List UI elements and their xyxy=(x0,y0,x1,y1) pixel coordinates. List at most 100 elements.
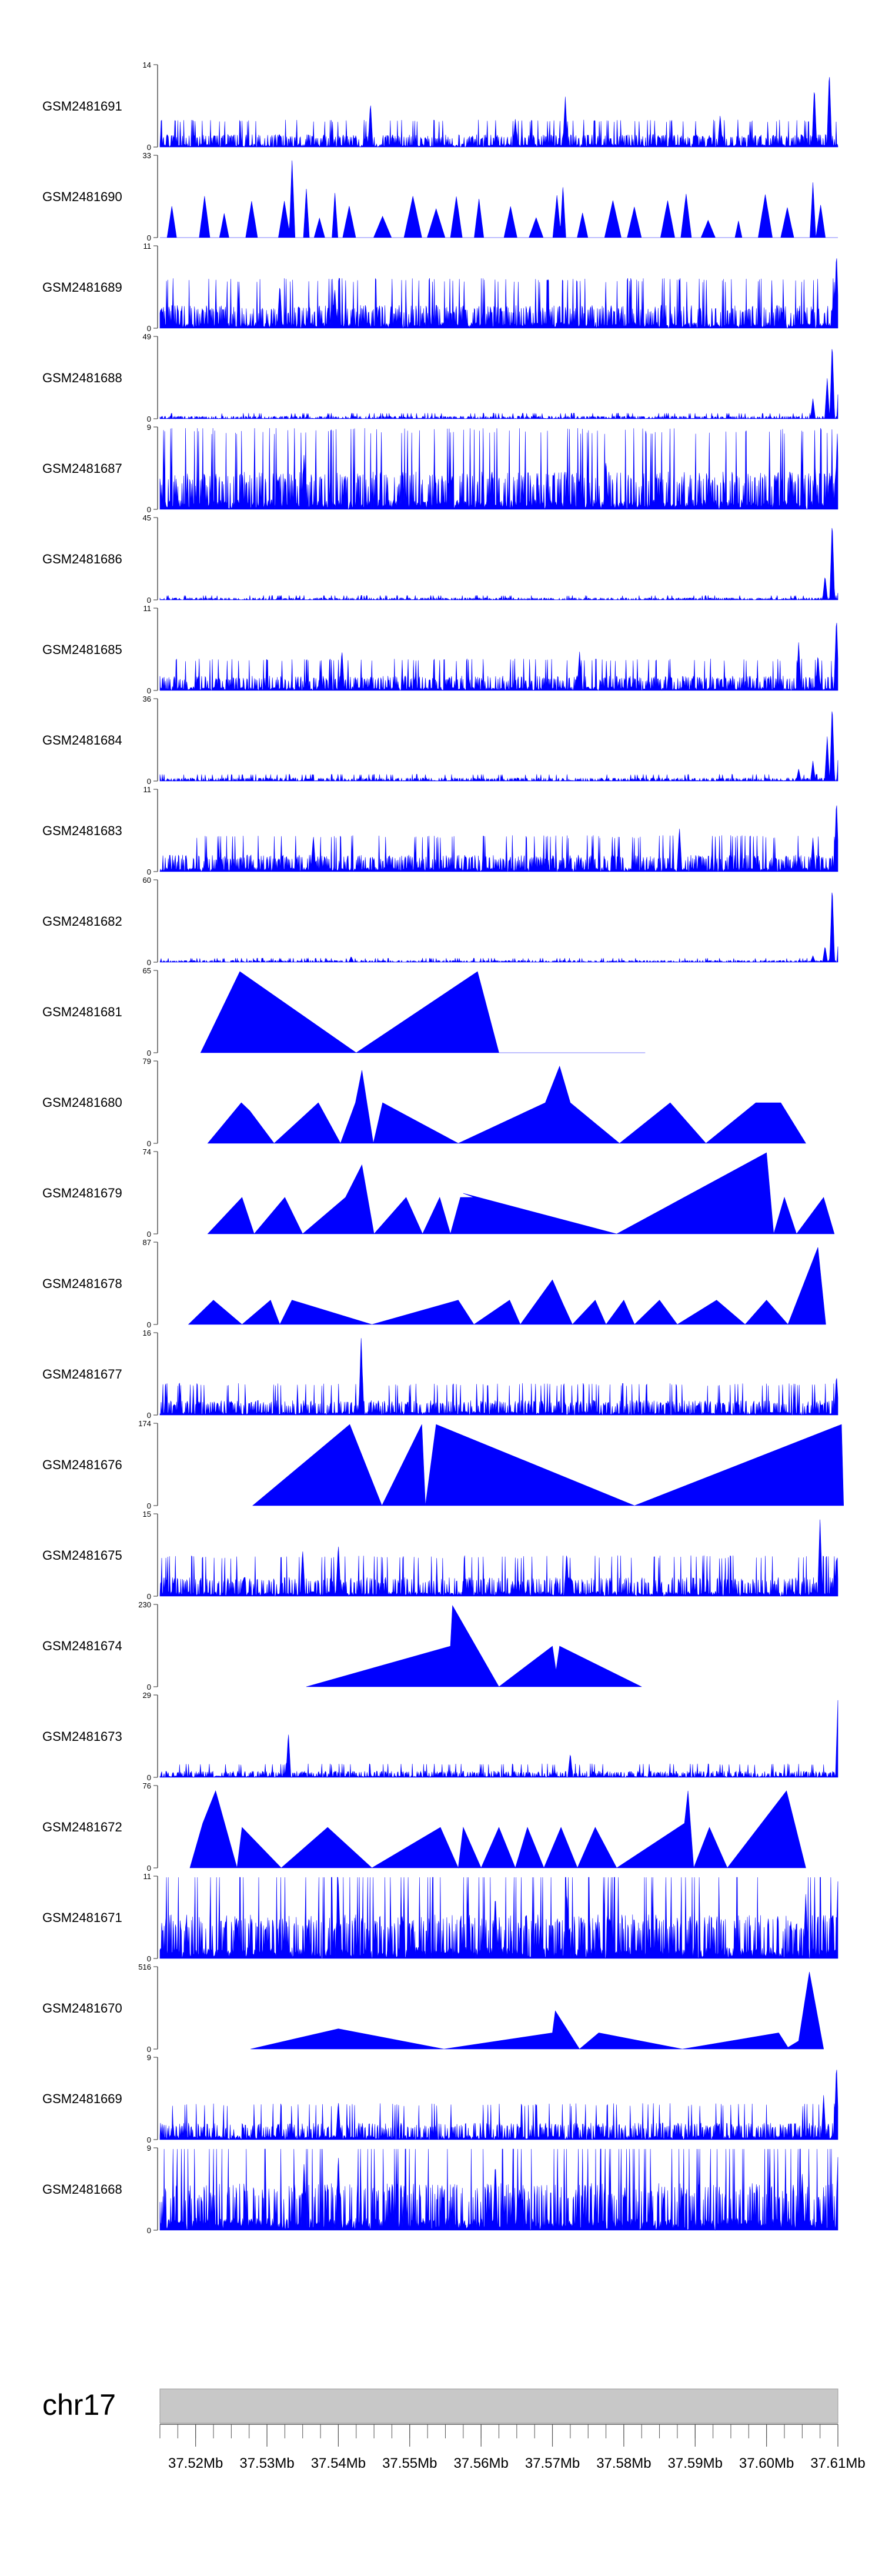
track-label: GSM2481682 xyxy=(42,914,122,929)
y-tick-label: 0 xyxy=(147,1320,151,1329)
y-tick-label: 33 xyxy=(143,151,151,160)
x-tick-label: 37.52Mb xyxy=(168,2455,223,2471)
track-label: GSM2481685 xyxy=(42,642,122,657)
y-tick-label: 174 xyxy=(138,1419,151,1428)
y-tick-label: 76 xyxy=(143,1781,151,1790)
y-tick-label: 0 xyxy=(147,2045,151,2054)
track-label: GSM2481688 xyxy=(42,371,122,385)
signal-area xyxy=(159,258,838,329)
signal-area xyxy=(159,428,838,510)
track-label: GSM2481670 xyxy=(42,2001,122,2016)
y-tick-label: 516 xyxy=(138,1963,151,1971)
y-tick-label: 45 xyxy=(143,513,151,522)
y-tick-label: 0 xyxy=(147,1049,151,1057)
y-tick-label: 230 xyxy=(138,1600,151,1609)
track-GSM2481690: GSM2481690 33 0 xyxy=(42,151,838,242)
track-label: GSM2481686 xyxy=(42,552,122,566)
track-GSM2481670: GSM2481670 516 0 xyxy=(42,1963,824,2054)
y-tick-label: 0 xyxy=(147,2226,151,2235)
track-label: GSM2481684 xyxy=(42,733,122,748)
signal-area xyxy=(207,1065,806,1144)
y-tick-label: 0 xyxy=(147,958,151,967)
track-GSM2481671: GSM2481671 11 0 xyxy=(42,1872,838,1963)
track-label: GSM2481679 xyxy=(42,1186,122,1200)
y-tick-label: 0 xyxy=(147,1230,151,1239)
chromosome-band xyxy=(159,2388,838,2424)
y-tick-label: 11 xyxy=(143,604,152,613)
signal-area xyxy=(207,1152,835,1235)
track-GSM2481687: GSM2481687 9 0 xyxy=(42,423,838,514)
y-tick-label: 0 xyxy=(147,867,151,876)
track-label: GSM2481677 xyxy=(42,1367,122,1382)
signal-area xyxy=(159,623,838,691)
x-tick-label: 37.54Mb xyxy=(311,2455,366,2471)
x-tick-label: 37.59Mb xyxy=(668,2455,723,2471)
signal-area xyxy=(159,892,838,963)
track-GSM2481683: GSM2481683 11 0 xyxy=(42,785,838,876)
track-label: GSM2481687 xyxy=(42,461,122,476)
x-tick-label: 37.58Mb xyxy=(596,2455,651,2471)
y-tick-label: 15 xyxy=(143,1510,151,1519)
signal-area xyxy=(306,1604,642,1687)
track-GSM2481681: GSM2481681 65 0 xyxy=(42,966,646,1057)
track-GSM2481682: GSM2481682 60 0 xyxy=(42,876,838,967)
y-tick-label: 0 xyxy=(147,1139,151,1148)
y-tick-label: 0 xyxy=(147,1411,151,1420)
track-GSM2481677: GSM2481677 16 0 xyxy=(42,1329,838,1420)
y-tick-label: 9 xyxy=(147,423,151,432)
y-tick-label: 65 xyxy=(143,966,151,975)
signal-area xyxy=(188,1247,826,1325)
signal-area xyxy=(189,1790,806,1869)
signal-area xyxy=(159,1338,838,1416)
x-tick-label: 37.55Mb xyxy=(382,2455,437,2471)
y-tick-label: 0 xyxy=(147,143,151,152)
track-GSM2481685: GSM2481685 11 0 xyxy=(42,604,838,695)
track-label: GSM2481689 xyxy=(42,280,122,295)
track-GSM2481691: GSM2481691 14 0 xyxy=(42,61,838,152)
x-tick-label: 37.60Mb xyxy=(739,2455,794,2471)
track-GSM2481674: GSM2481674 230 0 xyxy=(42,1600,642,1691)
y-tick-label: 0 xyxy=(147,686,151,695)
y-tick-label: 29 xyxy=(143,1691,151,1700)
track-label: GSM2481683 xyxy=(42,823,122,838)
y-tick-label: 87 xyxy=(143,1238,151,1247)
x-tick-label: 37.61Mb xyxy=(810,2455,865,2471)
y-tick-label: 14 xyxy=(143,61,151,69)
signal-area xyxy=(160,160,838,238)
track-GSM2481684: GSM2481684 36 0 xyxy=(42,695,838,786)
signal-area xyxy=(159,1519,838,1597)
track-label: GSM2481676 xyxy=(42,1457,122,1472)
signal-area xyxy=(159,805,838,872)
signal-area xyxy=(252,1424,844,1506)
signal-area xyxy=(159,349,838,420)
track-GSM2481689: GSM2481689 11 0 xyxy=(42,242,838,333)
track-label: GSM2481672 xyxy=(42,1820,122,1834)
y-tick-label: 0 xyxy=(147,1864,151,1873)
y-tick-label: 11 xyxy=(143,1872,152,1881)
y-tick-label: 11 xyxy=(143,242,152,251)
y-tick-label: 0 xyxy=(147,1683,151,1691)
track-GSM2481675: GSM2481675 15 0 xyxy=(42,1510,838,1601)
x-tick-label: 37.57Mb xyxy=(525,2455,580,2471)
track-GSM2481686: GSM2481686 45 0 xyxy=(42,513,838,605)
y-tick-label: 0 xyxy=(147,1773,151,1782)
y-tick-label: 0 xyxy=(147,2135,151,2144)
y-tick-label: 9 xyxy=(147,2053,151,2062)
chromosome-label: chr17 xyxy=(42,2388,116,2421)
y-tick-label: 49 xyxy=(143,332,151,341)
y-tick-label: 0 xyxy=(147,1954,151,1963)
y-tick-label: 11 xyxy=(143,785,152,794)
y-tick-label: 36 xyxy=(143,695,151,703)
y-tick-label: 60 xyxy=(143,876,151,885)
signal-area xyxy=(159,711,838,782)
y-tick-label: 79 xyxy=(143,1057,151,1066)
track-GSM2481676: GSM2481676 174 0 xyxy=(42,1419,844,1510)
chromosome-axis: chr17 37.52Mb 37.53Mb 37.54Mb 37.55Mb 37.56M… xyxy=(42,2388,866,2471)
signal-area xyxy=(159,1877,838,1959)
y-tick-label: 0 xyxy=(147,596,151,605)
y-tick-label: 0 xyxy=(147,415,151,423)
track-label: GSM2481669 xyxy=(42,2091,122,2106)
track-GSM2481672: GSM2481672 76 0 xyxy=(42,1781,806,1873)
track-label: GSM2481675 xyxy=(42,1548,122,1563)
